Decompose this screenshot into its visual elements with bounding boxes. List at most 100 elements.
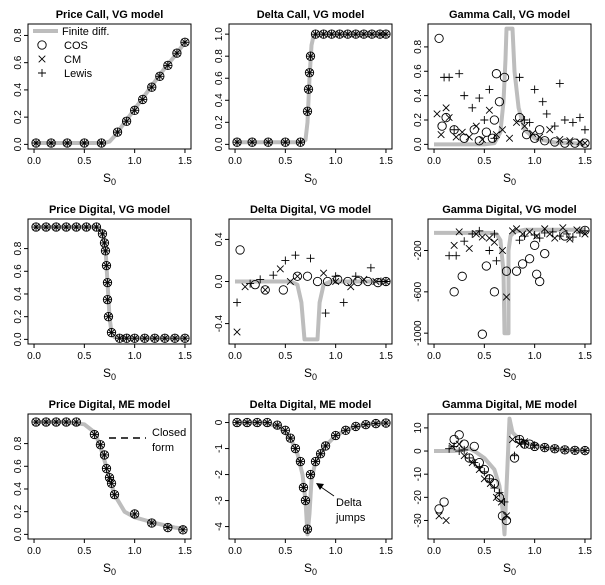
cm-point <box>437 131 445 139</box>
lewis-point <box>90 430 99 439</box>
finite-diff-line <box>235 32 386 145</box>
cm-point <box>486 479 495 488</box>
y-tick-label: 0.0 <box>13 137 24 151</box>
lewis-point <box>291 251 300 260</box>
legend-cos-symbol <box>37 40 47 50</box>
cos-point <box>499 72 510 83</box>
cm-point <box>445 113 453 122</box>
cos-point <box>341 425 351 435</box>
cm-point <box>498 126 507 134</box>
lewis-point <box>243 418 252 427</box>
y-tick-label: 0 <box>413 448 424 454</box>
lewis-point <box>110 490 119 499</box>
cm-point <box>233 328 241 336</box>
lewis-point <box>321 309 330 318</box>
cm-point <box>502 293 511 301</box>
lewis-point <box>366 263 375 272</box>
cos-point <box>31 417 41 427</box>
plot-area <box>232 417 391 537</box>
lewis-point <box>381 30 390 39</box>
cos-point <box>302 106 313 116</box>
cm-point <box>452 133 460 141</box>
lewis-point <box>555 232 564 241</box>
lewis-point <box>367 30 376 39</box>
y-tick-label: 0.2 <box>13 504 24 518</box>
lewis-point <box>63 139 72 148</box>
y-tick-label: 0.0 <box>413 137 424 151</box>
lewis-point <box>264 138 273 147</box>
cos-point <box>121 116 132 126</box>
legend-label: CM <box>64 54 81 66</box>
x-axis-label: S0 <box>103 561 116 577</box>
y-tick-label: -20 <box>413 490 424 505</box>
lewis-point <box>475 463 484 472</box>
cos-point <box>260 285 270 295</box>
lewis-point <box>62 418 71 427</box>
cm-point <box>546 126 554 134</box>
cos-point <box>235 245 245 255</box>
y-tick-label: 0.6 <box>13 264 24 278</box>
cm-point <box>512 225 521 233</box>
lewis-point <box>550 122 559 131</box>
lewis-point <box>555 79 564 88</box>
lewis-point <box>560 445 569 454</box>
x-tick-label: 0.0 <box>27 546 41 557</box>
y-tick-label: -600 <box>413 281 424 301</box>
y-tick-label: 0.6 <box>214 71 225 85</box>
x-tick-label: 1.0 <box>528 351 542 362</box>
lewis-point <box>140 334 149 343</box>
lewis-point <box>510 451 519 460</box>
cm-point <box>502 512 511 520</box>
cos-point <box>489 115 500 125</box>
cos-point <box>302 271 313 281</box>
cos-point <box>305 51 316 61</box>
lewis-point <box>52 418 61 427</box>
cos-point <box>285 433 296 443</box>
lewis-point <box>42 418 51 427</box>
plot-area <box>434 224 590 339</box>
lewis-point <box>530 230 539 239</box>
cos-point <box>61 222 71 232</box>
lewis-point <box>32 139 41 148</box>
lewis-point <box>98 229 107 238</box>
lewis-point <box>306 52 315 61</box>
lewis-point <box>246 279 255 288</box>
lewis-point <box>72 418 81 427</box>
cos-point <box>31 222 41 232</box>
y-tick-label: -200 <box>413 240 424 260</box>
cm-point <box>526 228 534 236</box>
cm-point <box>556 135 564 144</box>
y-tick-label: 0.0 <box>13 332 24 346</box>
cm-point <box>286 277 294 286</box>
lewis-point <box>351 30 360 39</box>
lewis-point <box>102 261 111 270</box>
lewis-point <box>485 85 494 94</box>
plot-frame <box>427 218 592 345</box>
lewis-point <box>562 229 571 238</box>
lewis-point <box>301 496 310 505</box>
lewis-point <box>100 450 109 459</box>
cos-point <box>81 222 92 232</box>
lewis-point <box>47 139 56 148</box>
cos-point <box>180 37 190 47</box>
y-tick-label: 0.6 <box>13 55 24 69</box>
panel-p8: Delta Digital, ME model 0.0 0.5 1.0 1.5 -4 -3 -… <box>214 399 393 577</box>
lewis-point <box>130 334 139 343</box>
cm-point <box>508 435 517 444</box>
x-tick-label: 0.5 <box>477 546 491 557</box>
cm-point <box>536 133 544 141</box>
lewis-point <box>460 445 469 454</box>
lewis-point <box>107 479 116 488</box>
lewis-point <box>351 422 360 431</box>
cos-point <box>298 482 309 493</box>
cos-point <box>530 240 540 250</box>
cos-point <box>41 417 51 427</box>
lewis-point <box>273 421 282 430</box>
panel-p2: Delta Call, VG model 0.0 0.5 1.0 1.5 0.0 0.2 0.… <box>214 9 393 187</box>
cm-point <box>478 233 486 241</box>
cos-point <box>147 518 157 528</box>
x-axis-label: S0 <box>103 171 116 187</box>
cos-point <box>97 229 108 239</box>
lewis-point <box>525 118 534 127</box>
